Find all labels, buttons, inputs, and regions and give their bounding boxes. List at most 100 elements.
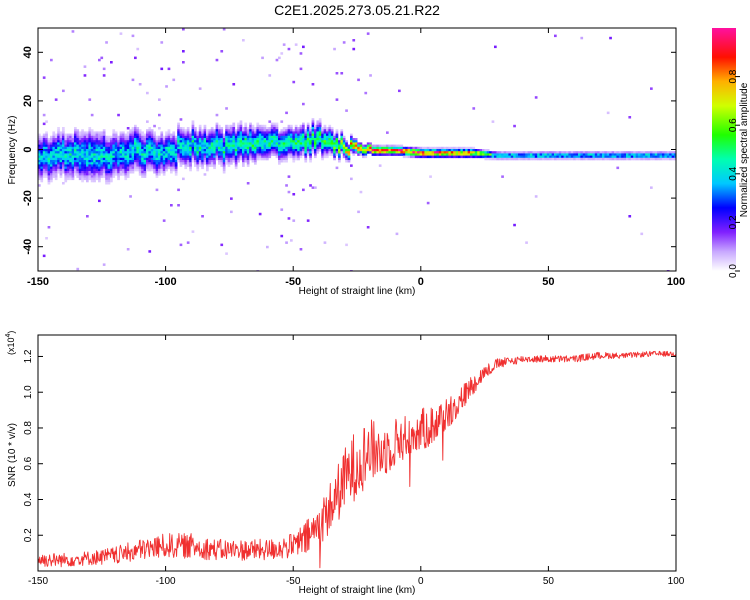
spectrogram-cell xyxy=(208,153,212,156)
spectrogram-cell xyxy=(258,146,262,150)
spectrogram-cell xyxy=(330,129,334,132)
spectrogram-cell xyxy=(275,146,279,150)
spectrogram-cell xyxy=(263,153,267,156)
spectrogram-cell xyxy=(635,157,639,161)
spectrogram-cell xyxy=(568,157,572,161)
spectrogram-cell xyxy=(184,153,188,156)
spectrogram-cell xyxy=(155,151,159,154)
spectrogram-cell xyxy=(354,142,358,145)
spectrogram-cell xyxy=(69,133,72,137)
spectrogram-cell xyxy=(69,162,72,165)
spectrogram-cell xyxy=(266,140,269,143)
spectrogram-cell xyxy=(136,144,140,148)
spectrogram-cell xyxy=(246,164,250,167)
spectrogram-cell xyxy=(90,157,94,161)
spectrogram-cell xyxy=(148,164,152,167)
spectrogram-cell xyxy=(220,127,224,130)
spectrogram-cell xyxy=(570,151,574,154)
spectrogram-cell xyxy=(167,157,171,161)
spectrogram-cell xyxy=(201,133,204,137)
spectrogram-cell xyxy=(184,149,188,152)
spectrogram-cell xyxy=(604,153,608,156)
spectrogram-cell xyxy=(285,241,288,244)
spectrogram-cell xyxy=(191,127,195,130)
spectrogram-cell xyxy=(213,133,216,137)
spectrogram-cell xyxy=(69,140,72,143)
spectrogram-cell xyxy=(129,140,132,143)
spectrogram-cell xyxy=(83,171,87,174)
spectrogram-cell xyxy=(628,153,632,156)
spectrogram-cell xyxy=(184,133,188,137)
spectrogram-cell xyxy=(110,157,113,161)
spectrogram-cell xyxy=(64,171,68,174)
spectrogram-cell xyxy=(86,153,89,156)
spectrogram-cell xyxy=(467,149,471,152)
spectrogram-cell xyxy=(201,153,204,156)
spectrogram-cell xyxy=(54,140,58,143)
spectrogram-cell xyxy=(290,127,293,130)
spectrogram-cell xyxy=(491,153,495,156)
spectrogram-cell xyxy=(304,157,308,161)
spectrogram-cells xyxy=(38,28,676,271)
spectrogram-cell xyxy=(112,162,116,165)
spectrogram-cell xyxy=(477,149,480,152)
spectrogram-cell xyxy=(628,151,632,154)
spectrogram-cell xyxy=(249,149,252,152)
spectrogram-cell xyxy=(314,127,317,130)
spectrogram-cell xyxy=(316,138,320,141)
spectrogram-cell xyxy=(278,155,281,159)
spectrogram-cell xyxy=(338,144,341,148)
spectrogram-cell xyxy=(585,157,588,161)
spectrogram-cell xyxy=(206,131,209,134)
spectrogram-cell xyxy=(81,138,84,141)
spectrogram-cell xyxy=(602,157,605,161)
spectrogram-cell xyxy=(206,135,209,139)
spectrogram-cell xyxy=(273,133,276,137)
spectrogram-cell xyxy=(294,144,298,148)
spectrogram-cell xyxy=(54,160,58,163)
spectrogram-cell xyxy=(496,157,500,161)
spectrogram-cell xyxy=(371,153,375,156)
spectrogram-cell xyxy=(220,162,224,165)
spectrogram-cell xyxy=(50,140,53,143)
spectrogram-cell xyxy=(177,149,180,152)
spectrogram-cell xyxy=(230,127,233,130)
spectrogram-cell xyxy=(170,138,173,141)
spectrogram-cell xyxy=(244,153,248,156)
spectrogram-cell xyxy=(134,162,137,165)
spectrogram-cell xyxy=(623,151,627,154)
spectrogram-cell xyxy=(369,146,372,150)
spectrogram-cell xyxy=(316,142,320,145)
spectrogram-cell xyxy=(297,127,300,130)
spectrogram-cell xyxy=(659,155,663,159)
spectrogram-cell xyxy=(222,138,226,141)
spectrogram-cell xyxy=(234,160,238,163)
spectrogram-cell xyxy=(117,160,120,163)
spectrogram-cell xyxy=(165,155,168,159)
spectrogram-cell xyxy=(105,173,108,176)
spectrogram-cell xyxy=(102,168,106,172)
spectrogram-cell xyxy=(93,166,96,170)
spectrogram-cell xyxy=(117,153,120,156)
spectrogram-cell xyxy=(412,146,416,150)
spectrogram-cell xyxy=(470,146,473,150)
spectrogram-cell xyxy=(390,149,394,152)
spectrogram-cell xyxy=(54,146,58,150)
spectrogram-cell xyxy=(292,144,296,148)
spectrogram-cell xyxy=(143,166,147,170)
spectrogram-cell xyxy=(93,133,96,137)
spectrogram-cell xyxy=(131,157,135,161)
spectrogram-cell xyxy=(446,151,449,154)
spectrogram-cell xyxy=(618,151,622,154)
spectrogram-cell xyxy=(95,177,99,181)
spectrogram-cell xyxy=(234,146,238,150)
spectrogram-cell xyxy=(38,162,41,165)
spectrogram-cell xyxy=(230,144,233,148)
spectrogram-cell xyxy=(50,160,53,163)
spectrogram-cell xyxy=(107,160,111,163)
spectrogram-cell xyxy=(129,129,132,132)
spectrogram-cell xyxy=(119,151,123,154)
spectrogram-cell xyxy=(273,129,276,132)
spectrogram-cell xyxy=(323,138,327,141)
spectrogram-cell xyxy=(239,127,243,130)
